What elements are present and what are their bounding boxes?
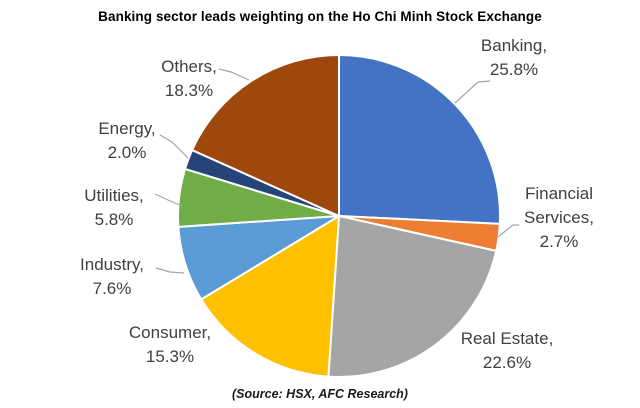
- callout-banking-value: 25.8%: [489, 60, 539, 79]
- pie-slice-others: [191, 54, 340, 217]
- leader-line-energy: [159, 134, 189, 159]
- callout-financial-services: Financial Services, 2.7%: [489, 182, 629, 254]
- leader-line-utilities: [154, 193, 183, 207]
- leader-line-industry: [155, 267, 185, 274]
- callout-industry-value: 7.6%: [92, 279, 132, 298]
- callout-industry: Industry, 7.6%: [42, 253, 182, 301]
- source-note: (Source: HSX, AFC Research): [232, 387, 408, 401]
- callout-utilities: Utilities, 5.8%: [44, 184, 184, 232]
- callout-energy-name: Energy,: [98, 119, 156, 138]
- callout-consumer-name: Consumer,: [128, 323, 212, 342]
- pie-slice-banking: [338, 54, 501, 225]
- pie-slice-real-estate: [327, 215, 498, 378]
- callout-financial-services-value: 2.7%: [539, 232, 579, 251]
- leader-line-financial-services: [497, 224, 519, 238]
- leader-lines: [154, 68, 519, 274]
- callout-real-estate-name: Real Estate,: [460, 329, 554, 348]
- callout-others: Others, 18.3%: [119, 55, 259, 103]
- leader-line-others: [218, 68, 250, 81]
- pie-slices: [177, 54, 501, 378]
- callout-others-value: 18.3%: [164, 81, 214, 100]
- pie-slice-consumer: [200, 215, 340, 378]
- chart-title: Banking sector leads weighting on the Ho…: [98, 9, 542, 24]
- callout-real-estate-value: 22.6%: [482, 353, 532, 372]
- callout-energy-value: 2.0%: [107, 143, 147, 162]
- callout-financial-services-name2: Services,: [524, 208, 594, 227]
- leader-line-banking: [454, 80, 491, 104]
- callout-banking: Banking, 25.8%: [444, 34, 584, 82]
- callout-banking-name: Banking,: [480, 36, 548, 55]
- callout-consumer: Consumer, 15.3%: [100, 321, 240, 369]
- callout-real-estate: Real Estate, 22.6%: [437, 327, 577, 375]
- callout-utilities-value: 5.8%: [94, 210, 134, 229]
- callout-energy: Energy, 2.0%: [57, 117, 197, 165]
- callout-utilities-name: Utilities,: [84, 186, 144, 205]
- callout-financial-services-name1: Financial: [524, 184, 594, 203]
- callout-others-name: Others,: [161, 57, 217, 76]
- callout-consumer-value: 15.3%: [145, 347, 195, 366]
- callout-industry-name: Industry,: [80, 255, 144, 274]
